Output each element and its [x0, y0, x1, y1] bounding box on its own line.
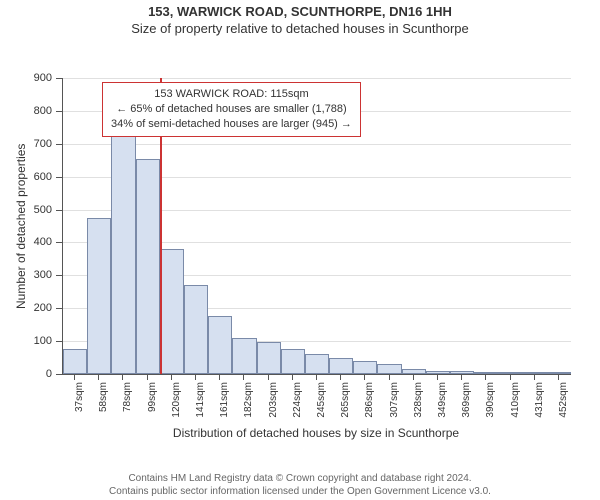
histogram-bar	[305, 354, 329, 374]
y-tick	[56, 242, 62, 243]
histogram-bar	[377, 364, 401, 374]
y-tick-label: 900	[0, 72, 52, 84]
x-tick	[534, 374, 535, 380]
y-tick	[56, 78, 62, 79]
x-tick-label: 120sqm	[171, 382, 182, 432]
gridline	[63, 78, 571, 79]
x-tick-label: 99sqm	[147, 382, 158, 432]
y-tick	[56, 374, 62, 375]
histogram-bar	[87, 218, 111, 374]
footer-attribution: Contains HM Land Registry data © Crown c…	[0, 472, 600, 498]
footer-line: Contains public sector information licen…	[0, 485, 600, 498]
y-tick-label: 0	[0, 368, 52, 380]
y-tick	[56, 177, 62, 178]
histogram-bar	[329, 358, 353, 374]
x-tick-label: 410sqm	[510, 382, 521, 432]
y-tick-label: 800	[0, 105, 52, 117]
x-tick-label: 182sqm	[243, 382, 254, 432]
histogram-bar	[208, 316, 232, 374]
histogram-bar	[353, 361, 377, 374]
x-tick	[340, 374, 341, 380]
y-tick	[56, 210, 62, 211]
histogram-bar	[281, 349, 305, 374]
x-tick	[437, 374, 438, 380]
x-tick	[219, 374, 220, 380]
x-tick	[243, 374, 244, 380]
x-tick	[413, 374, 414, 380]
y-tick-label: 600	[0, 171, 52, 183]
x-tick	[485, 374, 486, 380]
x-tick-label: 58sqm	[98, 382, 109, 432]
x-tick	[171, 374, 172, 380]
x-tick-label: 390sqm	[485, 382, 496, 432]
x-tick	[195, 374, 196, 380]
x-tick	[558, 374, 559, 380]
x-tick-label: 245sqm	[316, 382, 327, 432]
histogram-bar	[160, 249, 184, 374]
histogram-bar	[63, 349, 87, 374]
histogram-bar	[450, 371, 474, 374]
histogram-bar	[547, 372, 571, 374]
info-line: 34% of semi-detached houses are larger (…	[111, 117, 352, 132]
x-tick-label: 349sqm	[437, 382, 448, 432]
page-subtitle: Size of property relative to detached ho…	[0, 21, 600, 36]
histogram-chart: Number of detached properties Distributi…	[0, 38, 600, 448]
y-tick	[56, 341, 62, 342]
histogram-bar	[184, 285, 208, 374]
footer-line: Contains HM Land Registry data © Crown c…	[0, 472, 600, 485]
x-tick	[147, 374, 148, 380]
x-tick-label: 37sqm	[74, 382, 85, 432]
gridline	[63, 144, 571, 145]
histogram-bar	[232, 338, 256, 374]
y-tick	[56, 111, 62, 112]
marker-info-box: 153 WARWICK ROAD: 115sqm ← 65% of detach…	[102, 82, 361, 137]
y-tick	[56, 275, 62, 276]
histogram-bar	[402, 369, 426, 374]
y-tick	[56, 308, 62, 309]
x-tick	[74, 374, 75, 380]
x-tick	[292, 374, 293, 380]
histogram-bar	[111, 119, 135, 374]
x-tick-label: 78sqm	[122, 382, 133, 432]
x-tick	[364, 374, 365, 380]
x-tick-label: 203sqm	[268, 382, 279, 432]
y-tick-label: 700	[0, 138, 52, 150]
y-tick-label: 100	[0, 335, 52, 347]
info-line: ← 65% of detached houses are smaller (1,…	[111, 102, 352, 117]
y-tick-label: 200	[0, 302, 52, 314]
x-tick-label: 141sqm	[195, 382, 206, 432]
x-tick-label: 286sqm	[364, 382, 375, 432]
histogram-bar	[136, 159, 160, 374]
histogram-bar	[474, 372, 498, 374]
histogram-bar	[257, 342, 281, 374]
x-tick	[98, 374, 99, 380]
page-title: 153, WARWICK ROAD, SCUNTHORPE, DN16 1HH	[0, 4, 600, 19]
y-tick-label: 500	[0, 204, 52, 216]
x-tick	[268, 374, 269, 380]
x-tick	[389, 374, 390, 380]
y-tick-label: 300	[0, 269, 52, 281]
x-tick	[316, 374, 317, 380]
x-tick-label: 328sqm	[413, 382, 424, 432]
x-tick-label: 369sqm	[461, 382, 472, 432]
histogram-bar	[498, 372, 522, 374]
info-line: 153 WARWICK ROAD: 115sqm	[111, 87, 352, 102]
y-tick	[56, 144, 62, 145]
histogram-bar	[426, 371, 450, 374]
x-tick-label: 431sqm	[534, 382, 545, 432]
x-tick-label: 307sqm	[389, 382, 400, 432]
y-axis-label: Number of detached properties	[14, 143, 28, 308]
x-tick-label: 224sqm	[292, 382, 303, 432]
y-tick-label: 400	[0, 236, 52, 248]
histogram-bar	[523, 372, 547, 374]
x-tick-label: 265sqm	[340, 382, 351, 432]
x-tick-label: 452sqm	[558, 382, 569, 432]
x-tick	[122, 374, 123, 380]
x-tick	[461, 374, 462, 380]
x-tick-label: 161sqm	[219, 382, 230, 432]
x-tick	[510, 374, 511, 380]
